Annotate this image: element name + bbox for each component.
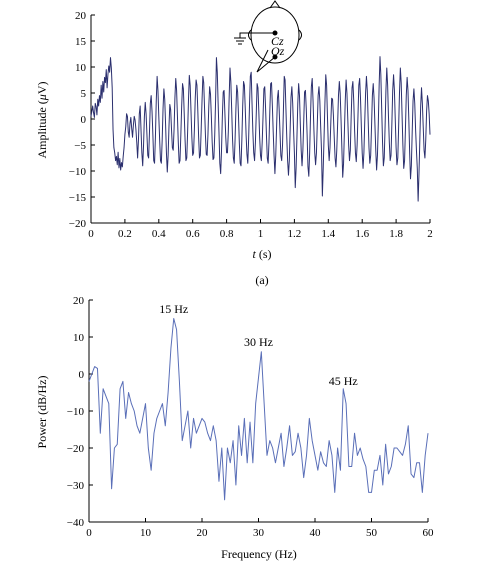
y-tick-label: 20 (75, 10, 87, 22)
amplitude-series-line (90, 56, 431, 202)
x-tick-label: 50 (366, 527, 378, 539)
peak-annotation: 30 Hz (244, 335, 273, 349)
amplitude-chart: −20 −15 −10 −5 0 5 10 15 20 0 0.2 0.4 0.6 0.8 1 1.2 1.4 1… (35, 0, 433, 287)
electrode-inset (234, 0, 302, 73)
y-tick-label: 20 (73, 295, 85, 307)
x-tick-label: 1 (258, 228, 264, 240)
x-tick-label: 30 (253, 527, 265, 539)
oz-label: Oz (271, 44, 285, 58)
x-tick-label: 0.2 (118, 228, 132, 240)
power-series-line (88, 318, 429, 501)
y-tick-label: 10 (75, 62, 87, 74)
cz-label: Cz (271, 34, 284, 48)
x-tick-label: 1.2 (288, 228, 302, 240)
x-tick-label: 0 (86, 527, 92, 539)
power-axes (88, 300, 428, 523)
x-tick-label: 0 (88, 228, 94, 240)
y-tick-label: −20 (69, 218, 87, 230)
x-tick-label: 2 (427, 228, 433, 240)
y-axis-unit: V) (35, 81, 49, 94)
power-y-axis-label: Power (dB/Hz) (35, 376, 49, 449)
x-tick-label: 0.8 (220, 228, 234, 240)
x-tick-label: 1.8 (389, 228, 403, 240)
peak-annotations: 15 Hz 30 Hz 45 Hz (159, 302, 358, 388)
power-spectrum-chart: −40 −30 −20 −10 0 10 20 0 10 20 30 40 50 60 15 Hz 30 H… (35, 295, 434, 561)
y-tick-label: −10 (67, 406, 85, 418)
peak-annotation: 15 Hz (159, 302, 188, 316)
x-tick-label: 40 (310, 527, 322, 539)
y-tick-label: 10 (73, 332, 85, 344)
x-tick-label: 1.6 (355, 228, 369, 240)
x-tick-label: 10 (140, 527, 152, 539)
x-tick-label: 0.6 (186, 228, 200, 240)
nose-icon (269, 0, 281, 9)
x-axis-unit: (s) (259, 247, 272, 261)
amplitude-axes (90, 15, 430, 224)
x-tick-label: 20 (197, 527, 209, 539)
amplitude-ticks: −20 −15 −10 −5 0 5 10 15 20 0 0.2 0.4 0.6 0.8 1 1.2 1.4 1… (69, 10, 433, 240)
y-tick-label: −20 (67, 443, 85, 455)
peak-annotation: 45 Hz (329, 374, 358, 388)
oz-lead-icon (256, 49, 276, 73)
x-tick-label: 60 (423, 527, 435, 539)
y-axis-mu: μ (35, 94, 49, 101)
head-outline-icon (250, 6, 300, 64)
y-tick-label: −5 (74, 140, 86, 152)
power-x-axis-label: Frequency (Hz) (221, 547, 297, 561)
amplitude-y-axis-label: Amplitude (μV) (35, 81, 49, 158)
y-tick-label: −10 (69, 166, 87, 178)
x-tick-label: 0.4 (152, 228, 166, 240)
y-tick-label: 0 (79, 369, 85, 381)
right-ear-icon (298, 29, 302, 41)
y-tick-label: −40 (67, 517, 85, 529)
amplitude-x-axis-label: t (s) (252, 247, 271, 261)
y-tick-label: 15 (75, 36, 87, 48)
y-tick-label: 0 (81, 114, 87, 126)
y-tick-label: −30 (67, 480, 85, 492)
x-axis-variable: t (252, 247, 256, 261)
reference-lead-icon (239, 32, 275, 38)
y-tick-label: 5 (81, 88, 87, 100)
left-ear-icon (248, 29, 252, 41)
x-tick-label: 1.4 (321, 228, 335, 240)
y-tick-label: −15 (69, 192, 87, 204)
power-ticks: −40 −30 −20 −10 0 10 20 0 10 20 30 40 50 60 (67, 295, 434, 539)
panel-label-a: (a) (255, 273, 268, 287)
y-axis-text: Amplitude ( (35, 100, 49, 158)
ground-icon (234, 37, 246, 45)
